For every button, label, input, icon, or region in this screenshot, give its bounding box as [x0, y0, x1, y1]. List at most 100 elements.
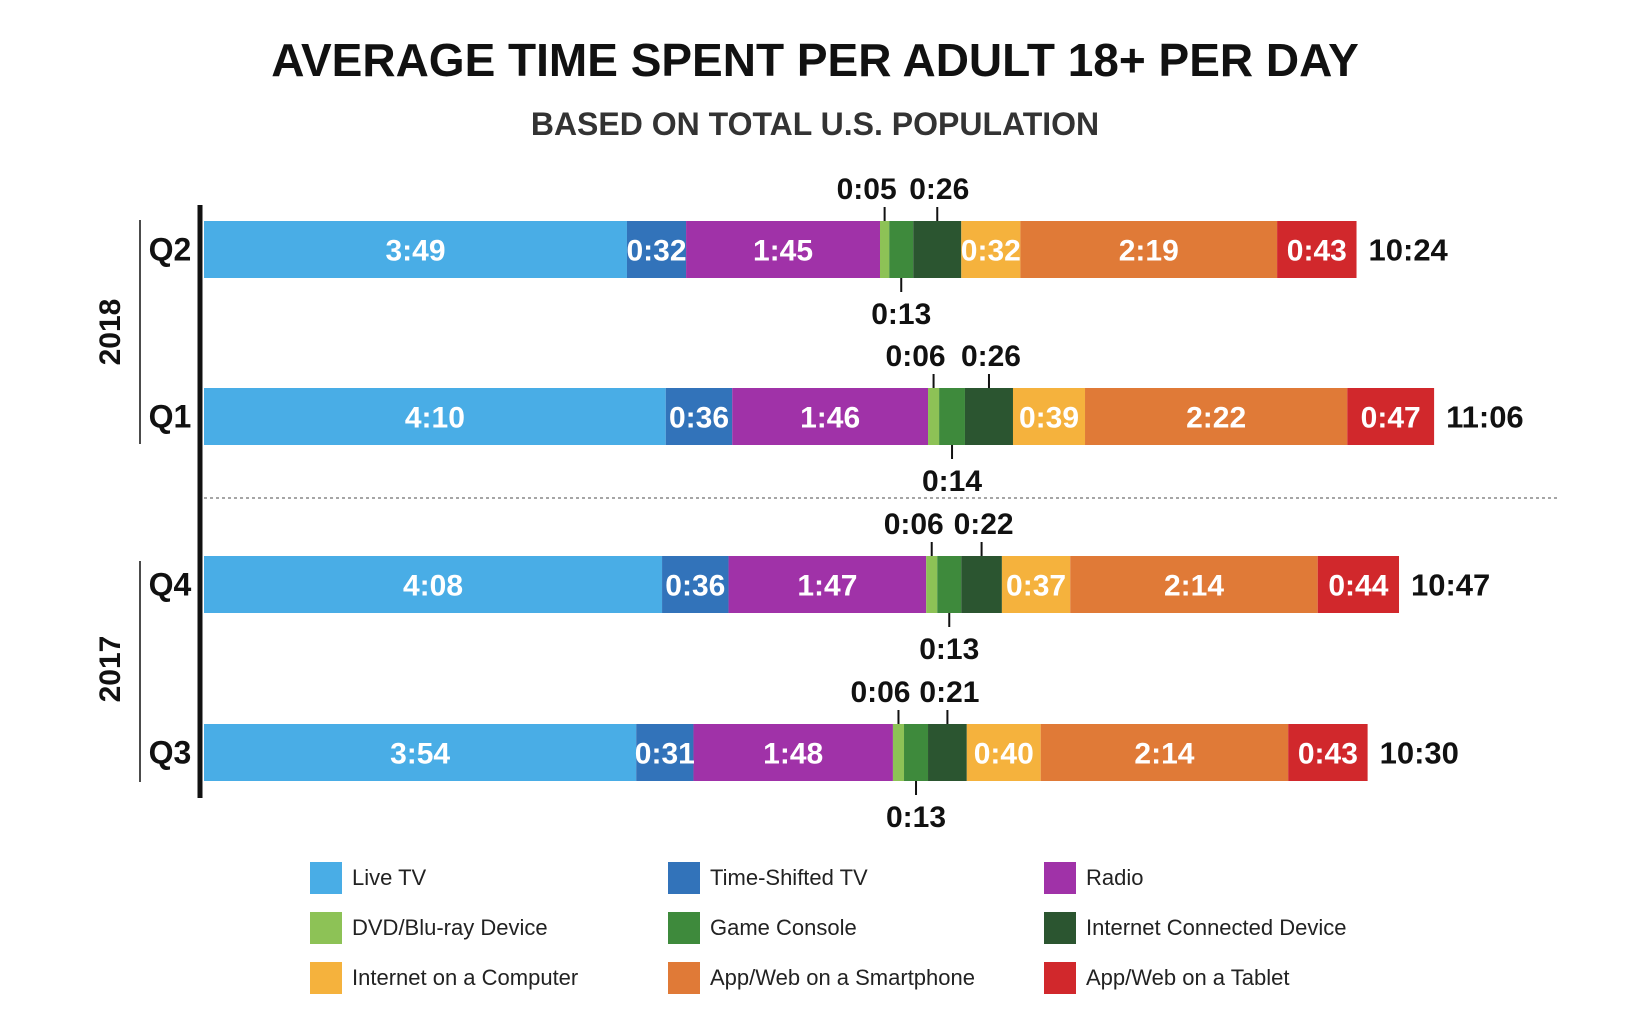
bar-segment — [732, 388, 929, 445]
bar-segment — [928, 724, 967, 781]
legend-swatch — [310, 962, 342, 994]
bar-segment — [693, 724, 893, 781]
data-label: 4:10 — [405, 402, 465, 435]
bar-segment — [961, 556, 1002, 613]
bar-segment — [1317, 556, 1400, 613]
data-label: 0:14 — [922, 465, 982, 498]
bar-segment — [1020, 221, 1278, 278]
bar-segment — [662, 556, 729, 613]
chart-axes: 2018 2017 — [94, 205, 1560, 798]
data-label: 0:22 — [954, 508, 1014, 541]
legend-swatch — [310, 912, 342, 944]
bar-segment — [204, 388, 666, 445]
data-label: 0:13 — [871, 298, 931, 331]
bar-segment — [1040, 724, 1289, 781]
bar-segment — [928, 388, 940, 445]
data-label: 0:39 — [1019, 402, 1079, 435]
data-label: 0:47 — [1361, 402, 1421, 435]
data-label: 1:46 — [800, 402, 860, 435]
data-label: 2:19 — [1119, 235, 1179, 268]
data-label: 3:49 — [385, 235, 445, 268]
data-label: 0:26 — [961, 340, 1021, 373]
bar-segment — [913, 221, 962, 278]
data-label: 0:06 — [850, 676, 910, 709]
row-label-Q2: Q2 — [149, 232, 192, 268]
total-label-Q3: 10:30 — [1380, 736, 1459, 771]
data-label: 0:31 — [635, 738, 695, 771]
data-label: 0:43 — [1298, 738, 1358, 771]
chart-subtitle: BASED ON TOTAL U.S. POPULATION — [531, 106, 1099, 142]
bar-segment — [636, 724, 694, 781]
bar-segment — [966, 724, 1041, 781]
bar-segment — [880, 221, 890, 278]
bar-segment — [665, 388, 733, 445]
bar-segment — [961, 221, 1021, 278]
legend-item: DVD/Blu-ray Device — [310, 912, 548, 944]
data-label: 4:08 — [403, 570, 463, 603]
data-label: 0:21 — [919, 676, 979, 709]
legend-label: Time-Shifted TV — [710, 865, 868, 890]
row-label-Q3: Q3 — [149, 735, 192, 771]
legend-item: App/Web on a Smartphone — [668, 962, 975, 994]
bar-segment — [686, 221, 881, 278]
bar-segment — [626, 221, 687, 278]
bar-segment — [1288, 724, 1368, 781]
legend-label: App/Web on a Tablet — [1086, 965, 1290, 990]
bar-segment — [1347, 388, 1435, 445]
legend-swatch — [1044, 912, 1076, 944]
bar-segment — [892, 724, 905, 781]
legend-item: Time-Shifted TV — [668, 862, 868, 894]
legend-swatch — [310, 862, 342, 894]
bar-segment — [904, 724, 929, 781]
bar-segment — [1085, 388, 1348, 445]
data-label: 0:13 — [919, 633, 979, 666]
year-label-2018: 2018 — [94, 299, 127, 366]
legend-label: Internet Connected Device — [1086, 915, 1347, 940]
bar-segment — [1012, 388, 1086, 445]
total-label-Q4: 10:47 — [1411, 568, 1490, 603]
bar-segment — [1277, 221, 1357, 278]
legend-label: Live TV — [352, 865, 427, 890]
bar-segment — [1070, 556, 1318, 613]
legend-item: Internet Connected Device — [1044, 912, 1347, 944]
data-label: 0:32 — [961, 235, 1021, 268]
data-label: 0:06 — [886, 340, 946, 373]
data-label: 3:54 — [390, 738, 450, 771]
data-label: 2:14 — [1164, 570, 1224, 603]
data-label: 0:44 — [1328, 570, 1388, 603]
data-label: 0:32 — [626, 235, 686, 268]
chart-labels: Q2 3:49 0:32 1:45 0:05 0:13 0:26 0:32 2:19 0:43 10… — [149, 173, 1524, 834]
data-label: 1:48 — [763, 738, 823, 771]
data-label: 0:40 — [974, 738, 1034, 771]
chart-title: AVERAGE TIME SPENT PER ADULT 18+ PER DAY — [271, 34, 1359, 86]
legend-label: Game Console — [710, 915, 857, 940]
data-label: 1:47 — [797, 570, 857, 603]
data-label: 1:45 — [753, 235, 813, 268]
row-label-Q1: Q1 — [149, 399, 192, 435]
legend-item: Radio — [1044, 862, 1143, 894]
legend-item: Game Console — [668, 912, 857, 944]
data-label: 0:26 — [909, 173, 969, 206]
legend-item: App/Web on a Tablet — [1044, 962, 1289, 994]
bar-segment — [937, 556, 962, 613]
bar-segment — [964, 388, 1013, 445]
bar-segment — [728, 556, 927, 613]
row-label-Q4: Q4 — [149, 567, 192, 603]
legend-label: Internet on a Computer — [352, 965, 579, 990]
legend-label: DVD/Blu-ray Device — [352, 915, 548, 940]
bar-segment — [889, 221, 914, 278]
legend-swatch — [1044, 862, 1076, 894]
data-label: 2:14 — [1134, 738, 1194, 771]
legend-swatch — [668, 912, 700, 944]
legend-item: Internet on a Computer — [310, 962, 578, 994]
total-label-Q1: 11:06 — [1446, 400, 1524, 435]
year-label-2017: 2017 — [94, 636, 127, 703]
data-label: 0:36 — [665, 570, 725, 603]
bar-segment — [1001, 556, 1071, 613]
data-label: 2:22 — [1186, 402, 1246, 435]
legend-label: App/Web on a Smartphone — [710, 965, 975, 990]
legend-label: Radio — [1086, 865, 1144, 890]
data-label: 0:13 — [886, 801, 946, 834]
data-label: 0:06 — [884, 508, 944, 541]
bar-segment — [204, 221, 627, 278]
